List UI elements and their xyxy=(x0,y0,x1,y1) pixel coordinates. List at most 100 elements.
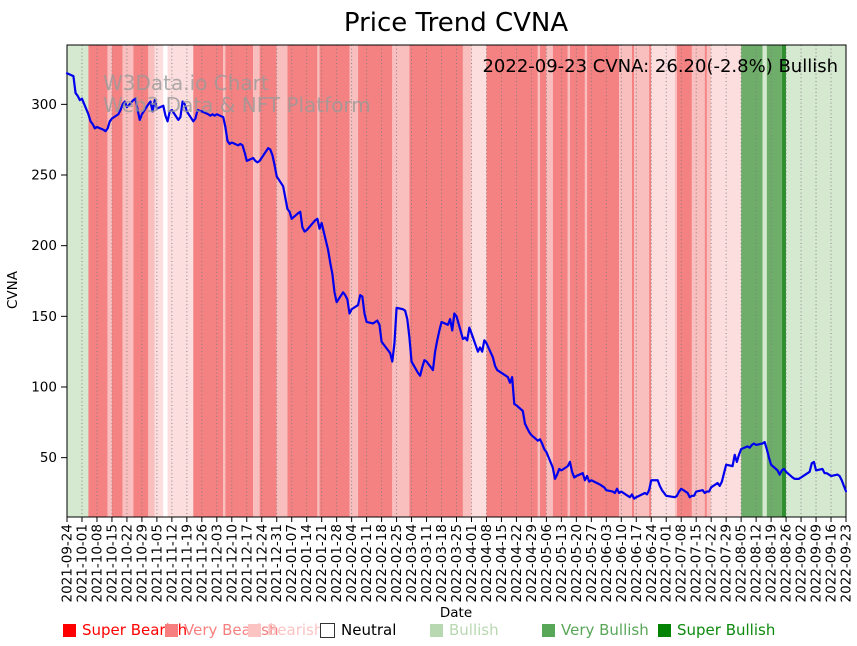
x-tick-label: 2022-01-21 xyxy=(314,524,330,602)
x-tick-label: 2021-10-29 xyxy=(134,524,150,602)
x-tick-label: 2021-11-12 xyxy=(164,524,180,602)
sentiment-band-b xyxy=(148,45,155,517)
x-tick-label: 2022-09-09 xyxy=(809,524,825,602)
sentiment-band-sbu xyxy=(781,45,787,517)
sentiment-band-vb xyxy=(569,45,585,517)
sentiment-band-vb xyxy=(193,45,224,517)
x-tick-label: 2022-02-11 xyxy=(359,524,375,602)
x-tick-label: 2022-01-07 xyxy=(284,524,300,602)
sentiment-band-vb xyxy=(319,45,350,517)
y-tick-label: 300 xyxy=(31,97,57,113)
watermark-line-1: W3Data.io Chart xyxy=(103,71,269,95)
x-axis-label: Date xyxy=(440,605,472,621)
sentiment-band-b xyxy=(253,45,260,517)
axes: 2021-09-242021-10-012021-10-082021-10-15… xyxy=(31,44,855,602)
sentiment-band-b xyxy=(567,45,570,517)
x-tick-label: 2022-06-03 xyxy=(599,524,615,602)
y-axis-label: CVNA xyxy=(5,270,21,309)
x-tick-label: 2022-07-01 xyxy=(659,524,675,602)
x-tick-label: 2021-09-24 xyxy=(60,524,76,602)
sentiment-band-vb xyxy=(409,45,463,517)
x-tick-label: 2022-07-08 xyxy=(674,524,690,602)
y-tick-label: 150 xyxy=(31,309,57,325)
x-tick-label: 2022-02-04 xyxy=(344,524,360,602)
x-tick-label: 2022-09-23 xyxy=(839,524,855,602)
sentiment-band-vb xyxy=(88,45,108,517)
y-tick-label: 100 xyxy=(31,379,57,395)
sentiment-band-bu xyxy=(762,45,767,517)
x-tick-label: 2021-12-31 xyxy=(269,524,285,602)
x-tick-label: 2022-06-17 xyxy=(629,524,645,602)
sentiment-band-b xyxy=(634,45,650,517)
sentiment-band-bl xyxy=(711,45,742,517)
x-tick-label: 2022-04-01 xyxy=(464,524,480,602)
sentiment-band-vb xyxy=(259,45,277,517)
sentiment-band-b xyxy=(349,45,359,517)
sentiment-band-b xyxy=(223,45,226,517)
x-tick-label: 2021-11-05 xyxy=(149,524,165,602)
x-tick-label: 2022-02-18 xyxy=(374,524,390,602)
sentiment-band-vb xyxy=(649,45,652,517)
sentiment-band-vb xyxy=(133,45,149,517)
latest-price-annotation: 2022-09-23 CVNA: 26.20(-2.8%) Bullish xyxy=(482,56,838,77)
sentiment-band-vb xyxy=(676,45,692,517)
x-tick-label: 2022-08-26 xyxy=(779,524,795,602)
x-tick-label: 2021-10-08 xyxy=(89,524,105,602)
x-tick-label: 2022-07-15 xyxy=(689,524,705,602)
sentiment-band-vb xyxy=(552,45,568,517)
sentiment-bands xyxy=(67,45,846,517)
sentiment-band-b xyxy=(619,45,632,517)
x-tick-label: 2022-04-29 xyxy=(524,524,540,602)
sentiment-band-vb xyxy=(539,45,547,517)
x-tick-label: 2022-05-13 xyxy=(554,524,570,602)
sentiment-band-vbu xyxy=(741,45,763,517)
x-tick-label: 2021-10-01 xyxy=(74,524,90,602)
sentiment-band-n xyxy=(163,45,168,517)
x-tick-label: 2022-03-25 xyxy=(449,524,465,602)
x-tick-label: 2021-12-03 xyxy=(209,524,225,602)
x-tick-label: 2022-04-22 xyxy=(509,524,525,602)
sentiment-band-b xyxy=(706,45,712,517)
x-tick-label: 2022-04-08 xyxy=(479,524,495,602)
x-tick-label: 2022-08-19 xyxy=(764,524,780,602)
sentiment-band-bu xyxy=(786,45,846,517)
x-tick-label: 2021-11-26 xyxy=(194,524,210,602)
x-tick-label: 2022-03-11 xyxy=(419,524,435,602)
x-tick-label: 2022-08-05 xyxy=(734,524,750,602)
x-tick-label: 2022-06-24 xyxy=(644,524,660,602)
sentiment-band-vb xyxy=(631,45,635,517)
x-tick-label: 2021-12-24 xyxy=(254,524,270,602)
sentiment-band-bl xyxy=(471,45,487,517)
x-tick-label: 2022-02-25 xyxy=(389,524,405,602)
sentiment-band-b xyxy=(462,45,472,517)
sentiment-band-b xyxy=(122,45,134,517)
sentiment-band-vb xyxy=(111,45,123,517)
sentiment-band-vbu xyxy=(766,45,782,517)
sentiment-band-b xyxy=(674,45,677,517)
y-tick-label: 50 xyxy=(40,450,57,466)
sentiment-band-b xyxy=(584,45,588,517)
x-tick-label: 2022-09-16 xyxy=(824,524,840,602)
x-tick-label: 2021-12-10 xyxy=(224,524,240,602)
sentiment-band-vb xyxy=(358,45,393,517)
price-line xyxy=(65,72,848,500)
x-tick-label: 2022-05-06 xyxy=(539,524,555,602)
x-tick-label: 2022-06-10 xyxy=(614,524,630,602)
chart-title: Price Trend CVNA xyxy=(344,8,569,38)
x-tick-label: 2022-07-22 xyxy=(704,524,720,602)
sentiment-band-vb xyxy=(287,45,318,517)
sentiment-band-vb xyxy=(225,45,254,517)
sentiment-band-vb xyxy=(587,45,620,517)
sentiment-band-vb xyxy=(704,45,707,517)
sentiment-band-b xyxy=(537,45,540,517)
price-line-layer xyxy=(65,72,848,500)
x-tick-label: 2021-12-17 xyxy=(239,524,255,602)
x-tick-label: 2022-05-20 xyxy=(569,524,585,602)
x-tick-label: 2021-10-15 xyxy=(104,524,120,602)
x-tick-label: 2022-01-14 xyxy=(299,524,315,602)
y-tick-label: 250 xyxy=(31,168,57,184)
sentiment-band-bu xyxy=(67,45,89,517)
y-tick-label: 200 xyxy=(31,238,57,254)
sentiment-band-b xyxy=(107,45,112,517)
